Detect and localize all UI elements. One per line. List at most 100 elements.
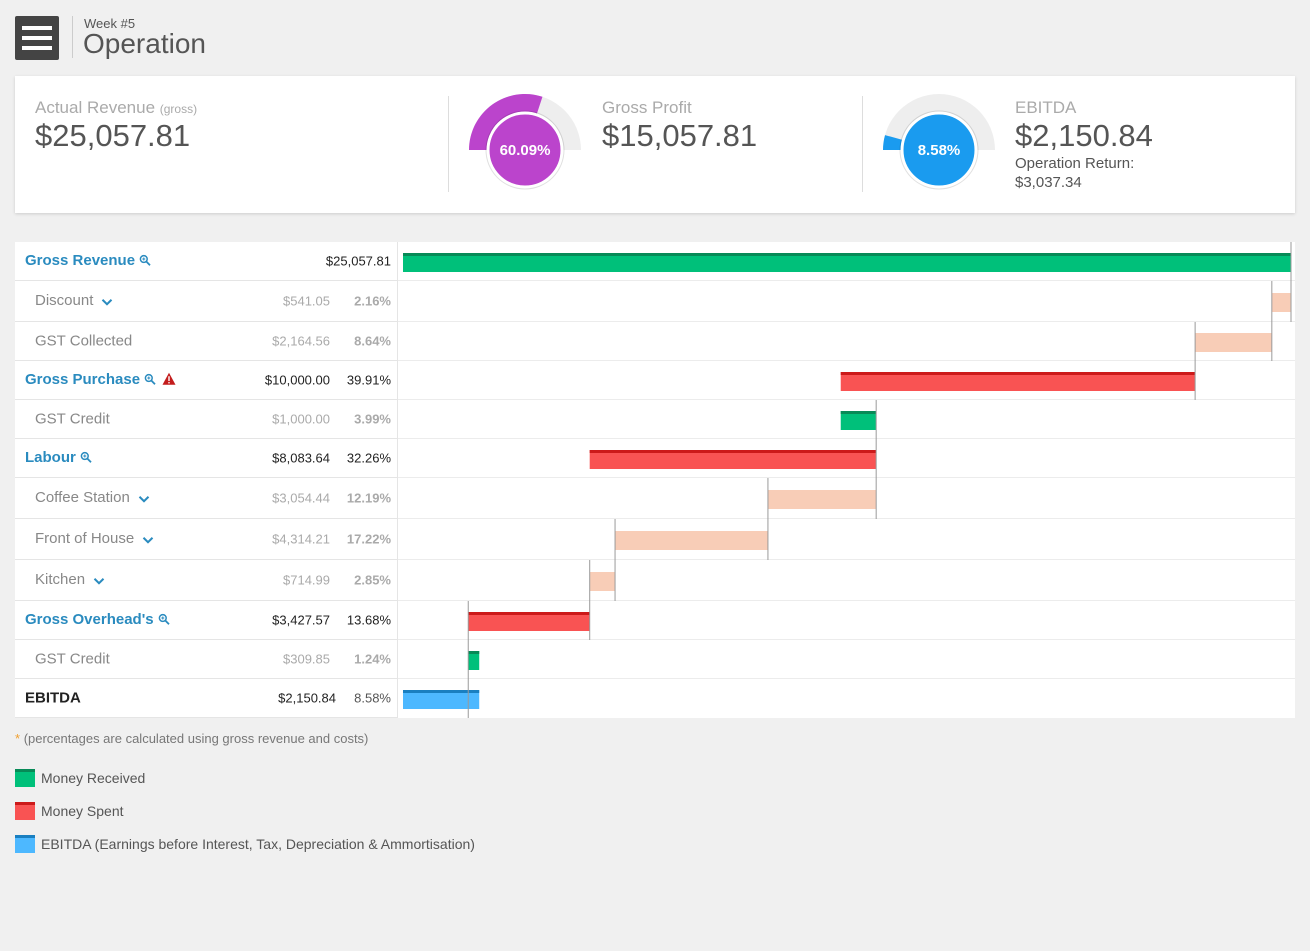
row-percent: 17.22%: [346, 531, 391, 547]
actual-revenue-qualifier: (gross): [159, 102, 198, 116]
row-name-gross-revenue[interactable]: Gross Revenue: [25, 252, 151, 270]
bar-gross-revenue: [403, 253, 1291, 272]
magnify-icon[interactable]: [144, 372, 156, 389]
row-label: Kitchen: [35, 571, 86, 589]
bar-body: [589, 450, 877, 469]
row-label: Coffee Station: [35, 489, 130, 507]
table-row[interactable]: Gross Overhead's $3,427.57 13.68%: [15, 601, 398, 640]
bar-gross-purchase: [840, 372, 1196, 391]
operation-return-value: $3,037.34: [1015, 174, 1082, 191]
summary-divider: [862, 96, 863, 192]
row-name-coffee-station: Coffee Station: [35, 489, 150, 507]
row-amount: $8,083.64: [272, 450, 330, 466]
row-label: GST Credit: [35, 650, 110, 668]
row-amount: $4,314.21: [272, 531, 330, 547]
bar-top-edge: [403, 253, 1291, 256]
row-name-gst-credit: GST Credit: [35, 411, 110, 428]
row-name-kitchen: Kitchen: [35, 571, 105, 589]
table-row[interactable]: Gross Purchase $10,000.00 39.91%: [15, 361, 398, 400]
table-row[interactable]: Kitchen $714.99 2.85%: [15, 560, 398, 601]
magnify-icon[interactable]: [158, 612, 170, 629]
table-row[interactable]: Discount $541.05 2.16%: [15, 281, 398, 322]
row-percent: 8.58%: [354, 690, 391, 706]
table-row[interactable]: Gross Revenue $25,057.81: [15, 242, 398, 281]
bar-labour: [589, 450, 877, 469]
bar-body: [840, 372, 1196, 391]
row-label[interactable]: Labour: [25, 449, 76, 467]
row-percent: 3.99%: [354, 411, 391, 427]
row-label: Discount: [35, 292, 94, 310]
bar-top-edge: [589, 450, 877, 453]
bar-body: [468, 651, 480, 670]
bar-top-edge: [840, 411, 877, 414]
footnote-star: *: [15, 731, 21, 746]
waterfall-table: Gross Revenue $25,057.81 Discount $541.05 2.…: [15, 242, 1295, 718]
row-amount: $1,000.00: [272, 411, 330, 427]
row-amount: $3,054.44: [272, 490, 330, 506]
operation-return: Operation Return: $3,037.34: [1015, 154, 1134, 192]
bar-top-edge: [403, 690, 480, 693]
row-label[interactable]: Gross Overhead's: [25, 611, 154, 629]
row-name-gst-credit: GST Credit: [35, 651, 110, 668]
row-label: EBITDA: [25, 689, 81, 707]
bar-top-edge: [840, 372, 1196, 375]
table-row[interactable]: Front of House $4,314.21 17.22%: [15, 519, 398, 560]
row-label[interactable]: Gross Revenue: [25, 252, 136, 270]
bar-front-of-house: [615, 531, 768, 550]
table-row: GST Credit $1,000.00 3.99%: [15, 400, 398, 439]
table-row[interactable]: Coffee Station $3,054.44 12.19%: [15, 478, 398, 519]
summary-card: Actual Revenue (gross) $25,057.81 60.09%…: [15, 76, 1295, 213]
bar-coffee-station: [767, 490, 877, 509]
legend-label: Money Spent: [41, 803, 124, 819]
warning-icon[interactable]: [162, 372, 176, 389]
chevron-down-icon[interactable]: [138, 490, 150, 507]
row-label: Front of House: [35, 530, 135, 548]
hamburger-menu-icon[interactable]: [15, 16, 59, 60]
bar-body: [615, 531, 768, 550]
row-name-front-of-house: Front of House: [35, 530, 154, 548]
bar-body: [767, 490, 877, 509]
row-name-gross-overhead-s[interactable]: Gross Overhead's: [25, 611, 170, 629]
row-label[interactable]: Gross Purchase: [25, 371, 141, 389]
row-percent: 12.19%: [346, 490, 391, 506]
magnify-icon[interactable]: [80, 450, 92, 467]
row-label: GST Credit: [35, 410, 110, 428]
bar-discount: [1271, 293, 1291, 312]
actual-revenue-label-text: Actual Revenue: [35, 98, 156, 117]
row-amount: $3,427.57: [272, 612, 330, 628]
ebitda-value: $2,150.84: [1015, 118, 1153, 153]
legend-swatch: [15, 835, 35, 853]
gauge-center: [486, 111, 564, 189]
chevron-down-icon[interactable]: [93, 572, 105, 589]
row-percent: 39.91%: [346, 372, 391, 388]
row-amount: $2,150.84: [278, 690, 336, 706]
row-amount: $541.05: [283, 293, 330, 309]
chevron-down-icon[interactable]: [142, 531, 154, 548]
footnote-text: (percentages are calculated using gross …: [23, 731, 369, 746]
row-name-labour[interactable]: Labour: [25, 449, 92, 467]
row-percent: 8.64%: [354, 333, 391, 349]
table-row[interactable]: Labour $8,083.64 32.26%: [15, 439, 398, 478]
row-percent: 13.68%: [346, 612, 391, 628]
gross-profit-gauge: 60.09%: [469, 94, 581, 190]
row-amount: $25,057.81: [325, 253, 391, 269]
chevron-down-icon[interactable]: [101, 293, 113, 310]
actual-revenue-value: $25,057.81: [35, 118, 191, 153]
row-amount: $2,164.56: [272, 333, 330, 349]
header-divider: [72, 16, 73, 58]
legend-swatch: [15, 769, 35, 787]
bar-top-edge: [468, 612, 590, 615]
table-row: GST Credit $309.85 1.24%: [15, 640, 398, 679]
week-label: Week #5: [84, 16, 136, 31]
gross-profit-value: $15,057.81: [602, 118, 758, 153]
bar-gst-credit: [468, 651, 480, 670]
bar-body: [403, 253, 1291, 272]
magnify-icon[interactable]: [139, 253, 151, 270]
row-name-gross-purchase[interactable]: Gross Purchase: [25, 371, 176, 389]
gross-profit-percent: 60.09%: [500, 142, 551, 159]
row-name-discount: Discount: [35, 292, 113, 310]
row-label: GST Collected: [35, 332, 133, 350]
bar-gst-collected: [1195, 333, 1272, 352]
gross-profit-label: Gross Profit: [602, 98, 692, 117]
bar-body: [468, 612, 590, 631]
